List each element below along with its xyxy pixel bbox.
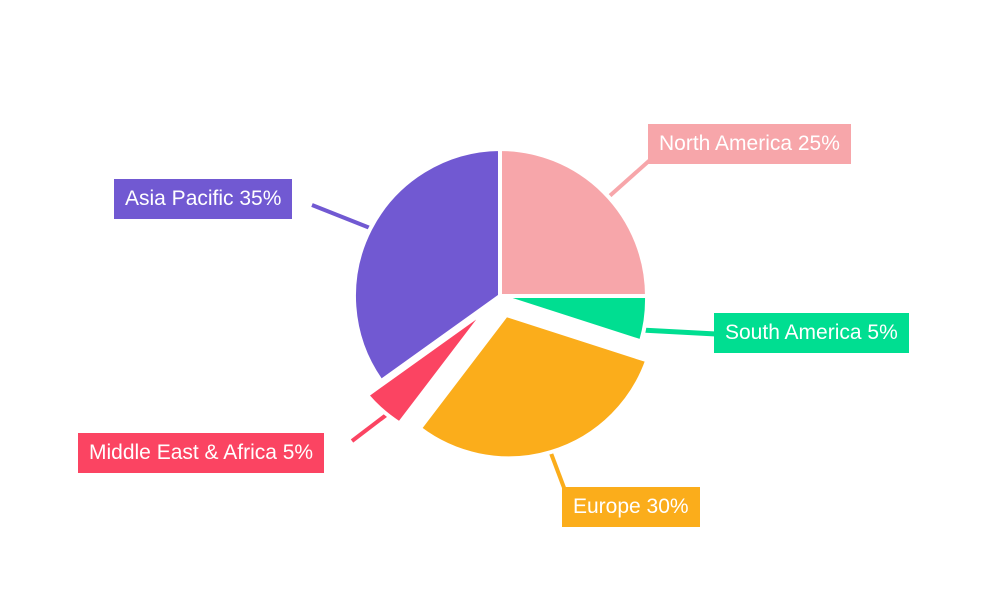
pie-slice-middle-east-africa-group <box>364 308 488 426</box>
pie-label-north-america[interactable]: North America 25% <box>648 124 851 164</box>
pie-slice-asia-pacific[interactable] <box>351 147 502 384</box>
pie-label-europe[interactable]: Europe 30% <box>562 487 700 527</box>
pie-label-south-america[interactable]: South America 5% <box>714 313 909 353</box>
pie-label-asia-pacific[interactable]: Asia Pacific 35% <box>114 179 293 219</box>
pie-slice-south-america[interactable] <box>498 294 650 344</box>
leader-line-north-america <box>602 158 652 203</box>
pie-slice-europe-group <box>417 313 650 461</box>
leader-line-asia-pacific <box>311 203 371 230</box>
pie-slice-north-america[interactable] <box>498 147 649 298</box>
pie-slice-europe[interactable] <box>417 313 650 461</box>
pie-label-middle-east-africa[interactable]: Middle East & Africa 5% <box>78 433 325 473</box>
leader-line-south-america <box>640 327 717 337</box>
pie-slice-middle-east-africa[interactable] <box>364 308 488 426</box>
